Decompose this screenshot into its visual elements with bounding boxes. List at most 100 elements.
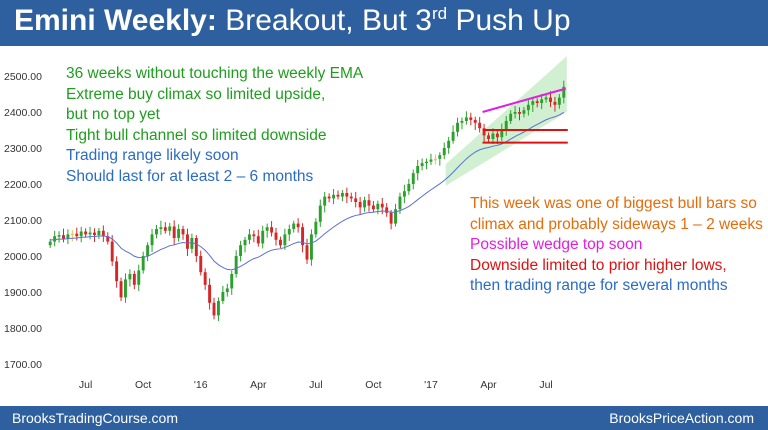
candle bbox=[469, 117, 473, 120]
candle bbox=[544, 97, 548, 100]
candle bbox=[411, 173, 415, 184]
candle bbox=[203, 272, 207, 285]
left-annotation-line-5: Trading range likely soon bbox=[66, 147, 239, 164]
candle bbox=[456, 122, 459, 132]
candle bbox=[345, 193, 349, 197]
x-tick-label: '17 bbox=[424, 379, 438, 391]
candle bbox=[141, 256, 145, 271]
right-annotation-line-4: Downside limited to prior higher lows, bbox=[470, 256, 727, 274]
candle bbox=[522, 110, 526, 114]
candle bbox=[398, 196, 402, 210]
candle bbox=[155, 229, 158, 235]
candle bbox=[261, 230, 265, 244]
candle bbox=[256, 236, 260, 244]
page-title: Emini Weekly: Breakout, But 3rd Push Up bbox=[14, 4, 571, 38]
candle bbox=[557, 97, 561, 105]
candle bbox=[416, 166, 420, 174]
candle bbox=[88, 232, 92, 235]
x-tick-label: '16 bbox=[194, 379, 208, 391]
right-annotation-line-2: climax and probably sideways 1 – 2 weeks bbox=[470, 215, 763, 233]
candle bbox=[318, 205, 322, 222]
candle bbox=[438, 155, 442, 159]
candle bbox=[509, 113, 513, 121]
candle bbox=[270, 227, 274, 233]
candle bbox=[367, 200, 371, 206]
candle bbox=[407, 184, 411, 192]
candle bbox=[354, 198, 358, 202]
candle bbox=[562, 86, 566, 98]
title-bold: Emini Weekly: bbox=[14, 4, 217, 37]
candle bbox=[376, 203, 380, 210]
candle bbox=[309, 234, 313, 260]
left-annotation-line-2: Extreme buy climax so limited upside, bbox=[66, 85, 326, 103]
candle bbox=[504, 121, 508, 130]
candle bbox=[526, 104, 530, 111]
candle bbox=[283, 234, 287, 246]
candle bbox=[389, 212, 393, 224]
candle bbox=[531, 101, 535, 105]
candle bbox=[336, 194, 340, 197]
candle bbox=[274, 232, 278, 240]
candle bbox=[442, 148, 446, 156]
candle bbox=[230, 274, 234, 289]
candle bbox=[172, 226, 176, 238]
candle bbox=[473, 119, 477, 123]
candle bbox=[132, 274, 136, 285]
candle bbox=[287, 229, 291, 235]
candle bbox=[93, 232, 96, 236]
candle bbox=[433, 158, 437, 161]
candle bbox=[128, 274, 132, 280]
candle bbox=[363, 200, 367, 208]
candle bbox=[292, 223, 296, 229]
y-tick-label: 2500.00 bbox=[4, 71, 42, 83]
candle bbox=[53, 236, 57, 242]
candle bbox=[97, 230, 101, 236]
candle bbox=[62, 235, 65, 239]
candle bbox=[150, 234, 154, 246]
candle bbox=[340, 193, 344, 197]
candle bbox=[57, 235, 61, 237]
candle bbox=[225, 288, 229, 292]
candle bbox=[208, 284, 212, 303]
x-tick-label: Oct bbox=[365, 379, 381, 391]
left-annotation-line-6: Should last for at least 2 – 6 months bbox=[66, 167, 314, 185]
candle bbox=[79, 231, 83, 237]
x-tick-label: Jul bbox=[309, 379, 322, 391]
candle bbox=[478, 122, 482, 129]
candle bbox=[487, 135, 490, 139]
candle bbox=[394, 209, 398, 224]
title-superscript: rd bbox=[432, 4, 448, 23]
candle bbox=[513, 112, 517, 114]
candle bbox=[323, 196, 327, 206]
candle bbox=[70, 233, 74, 236]
footer-right-url: BrooksPriceAction.com bbox=[609, 410, 754, 426]
footer-left-url: BrooksTradingCourse.com bbox=[12, 410, 178, 426]
title-rest: Breakout, But 3 bbox=[216, 4, 432, 37]
title-bar: Emini Weekly: Breakout, But 3rd Push Up bbox=[0, 0, 768, 46]
candle bbox=[429, 159, 433, 162]
candle bbox=[385, 207, 389, 213]
candle bbox=[482, 128, 486, 136]
candle bbox=[181, 229, 185, 235]
candle bbox=[146, 245, 150, 256]
candle bbox=[186, 234, 189, 249]
candle bbox=[110, 241, 114, 262]
candle bbox=[491, 133, 495, 139]
candle bbox=[495, 133, 499, 138]
candle bbox=[199, 256, 203, 273]
candle bbox=[212, 302, 216, 316]
candle bbox=[234, 256, 238, 274]
candle bbox=[500, 130, 504, 138]
candle bbox=[301, 227, 305, 246]
candle bbox=[535, 101, 539, 103]
x-tick-label: Oct bbox=[135, 379, 151, 391]
candle bbox=[540, 99, 544, 103]
candle bbox=[177, 229, 181, 238]
candle bbox=[464, 117, 468, 121]
candle bbox=[425, 161, 428, 164]
candle bbox=[553, 101, 557, 105]
candle bbox=[305, 245, 309, 260]
candle bbox=[402, 191, 406, 197]
candle bbox=[168, 226, 172, 231]
x-tick-label: Jul bbox=[79, 379, 92, 391]
